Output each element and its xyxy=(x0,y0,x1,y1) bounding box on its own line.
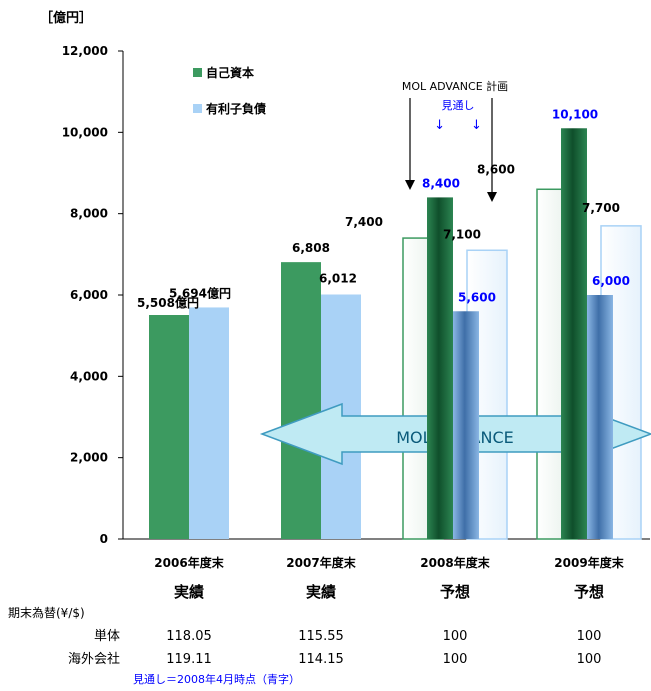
fx-value: 100 xyxy=(443,652,468,667)
bar-debt xyxy=(189,307,229,539)
value-label-equity-outlook: 10,100 xyxy=(552,107,598,121)
bar-debt-outlook xyxy=(587,295,613,539)
fx-values: 118.05 115.55 100 100 119.11 114.15 100 100 xyxy=(166,629,601,667)
x-tick-label: 2007年度末 xyxy=(286,555,356,570)
x-tick-sublabel: 実績 xyxy=(174,583,204,601)
fx-value: 114.15 xyxy=(298,652,344,667)
unit-label: ［億円］ xyxy=(40,10,92,26)
y-tick-label: 4,000 xyxy=(70,369,108,383)
x-tick-sublabel: 予想 xyxy=(440,583,470,601)
legend-label-debt: 有利子負債 xyxy=(206,101,266,116)
y-tick-label: 10,000 xyxy=(62,125,108,139)
bar-debt-outlook xyxy=(453,311,479,539)
plan-annotation-label: MOL ADVANCE 計画 xyxy=(402,79,508,93)
outlook-bars xyxy=(427,128,613,539)
legend-swatch-debt xyxy=(193,104,202,113)
value-label-debt: 7,100 xyxy=(443,227,481,241)
outlook-annotation-label: 見通し xyxy=(442,99,475,112)
plan-arrow-right-head xyxy=(487,192,497,202)
bar-equity xyxy=(149,315,189,539)
footnote: 見通し＝2008年4月時点（青字） xyxy=(133,672,300,686)
plan-arrow-left-head xyxy=(405,180,415,190)
x-tick-label: 2009年度末 xyxy=(554,555,624,570)
plan-annotation: MOL ADVANCE 計画 見通し ↓ ↓ xyxy=(402,79,508,202)
fx-value: 100 xyxy=(577,629,602,644)
value-label-equity-outlook: 8,400 xyxy=(422,176,460,190)
x-tick-label: 2006年度末 xyxy=(154,555,224,570)
value-label-equity: 5,508億円 xyxy=(137,295,199,310)
y-ticks: 0 2,000 4,000 6,000 8,000 10,000 12,000 xyxy=(62,44,123,546)
fx-table-title: 期末為替(¥/$) xyxy=(8,606,85,620)
fx-value: 118.05 xyxy=(166,629,212,644)
value-label-debt-outlook: 6,000 xyxy=(592,274,630,288)
x-tick-sublabel: 予想 xyxy=(574,583,604,601)
fx-value: 115.55 xyxy=(298,629,344,644)
legend: 自己資本 有利子負債 xyxy=(193,65,266,116)
fx-table: 期末為替(¥/$) 単体 海外会社 118.05 115.55 100 100 119.… xyxy=(8,606,601,686)
value-label-debt: 6,012 xyxy=(319,272,357,286)
value-label-debt-outlook: 5,600 xyxy=(458,290,496,304)
x-tick-sublabel: 実績 xyxy=(306,583,336,601)
fx-value: 119.11 xyxy=(166,652,212,667)
value-label-debt: 7,700 xyxy=(582,201,620,215)
y-tick-label: 0 xyxy=(100,532,108,546)
x-tick-label: 2008年度末 xyxy=(420,555,490,570)
fx-row-label-0: 単体 xyxy=(94,628,120,644)
y-tick-label: 8,000 xyxy=(70,207,108,221)
legend-label-equity: 自己資本 xyxy=(206,65,254,80)
fx-value: 100 xyxy=(577,652,602,667)
fx-row-label-1: 海外会社 xyxy=(68,651,120,667)
value-label-equity: 8,600 xyxy=(477,162,515,176)
fx-value: 100 xyxy=(443,629,468,644)
value-label-debt: 5,694億円 xyxy=(169,285,231,300)
bar-equity-outlook xyxy=(561,128,587,539)
bar-equity xyxy=(281,262,321,539)
outlook-annotation-arrows: ↓ ↓ xyxy=(434,118,482,133)
y-tick-label: 12,000 xyxy=(62,44,108,58)
value-label-equity: 7,400 xyxy=(345,215,383,229)
bar-equity-outlook xyxy=(427,197,453,539)
legend-swatch-equity xyxy=(193,68,202,77)
value-label-equity: 6,808 xyxy=(292,241,330,255)
y-tick-label: 2,000 xyxy=(70,451,108,465)
y-tick-label: 6,000 xyxy=(70,288,108,302)
